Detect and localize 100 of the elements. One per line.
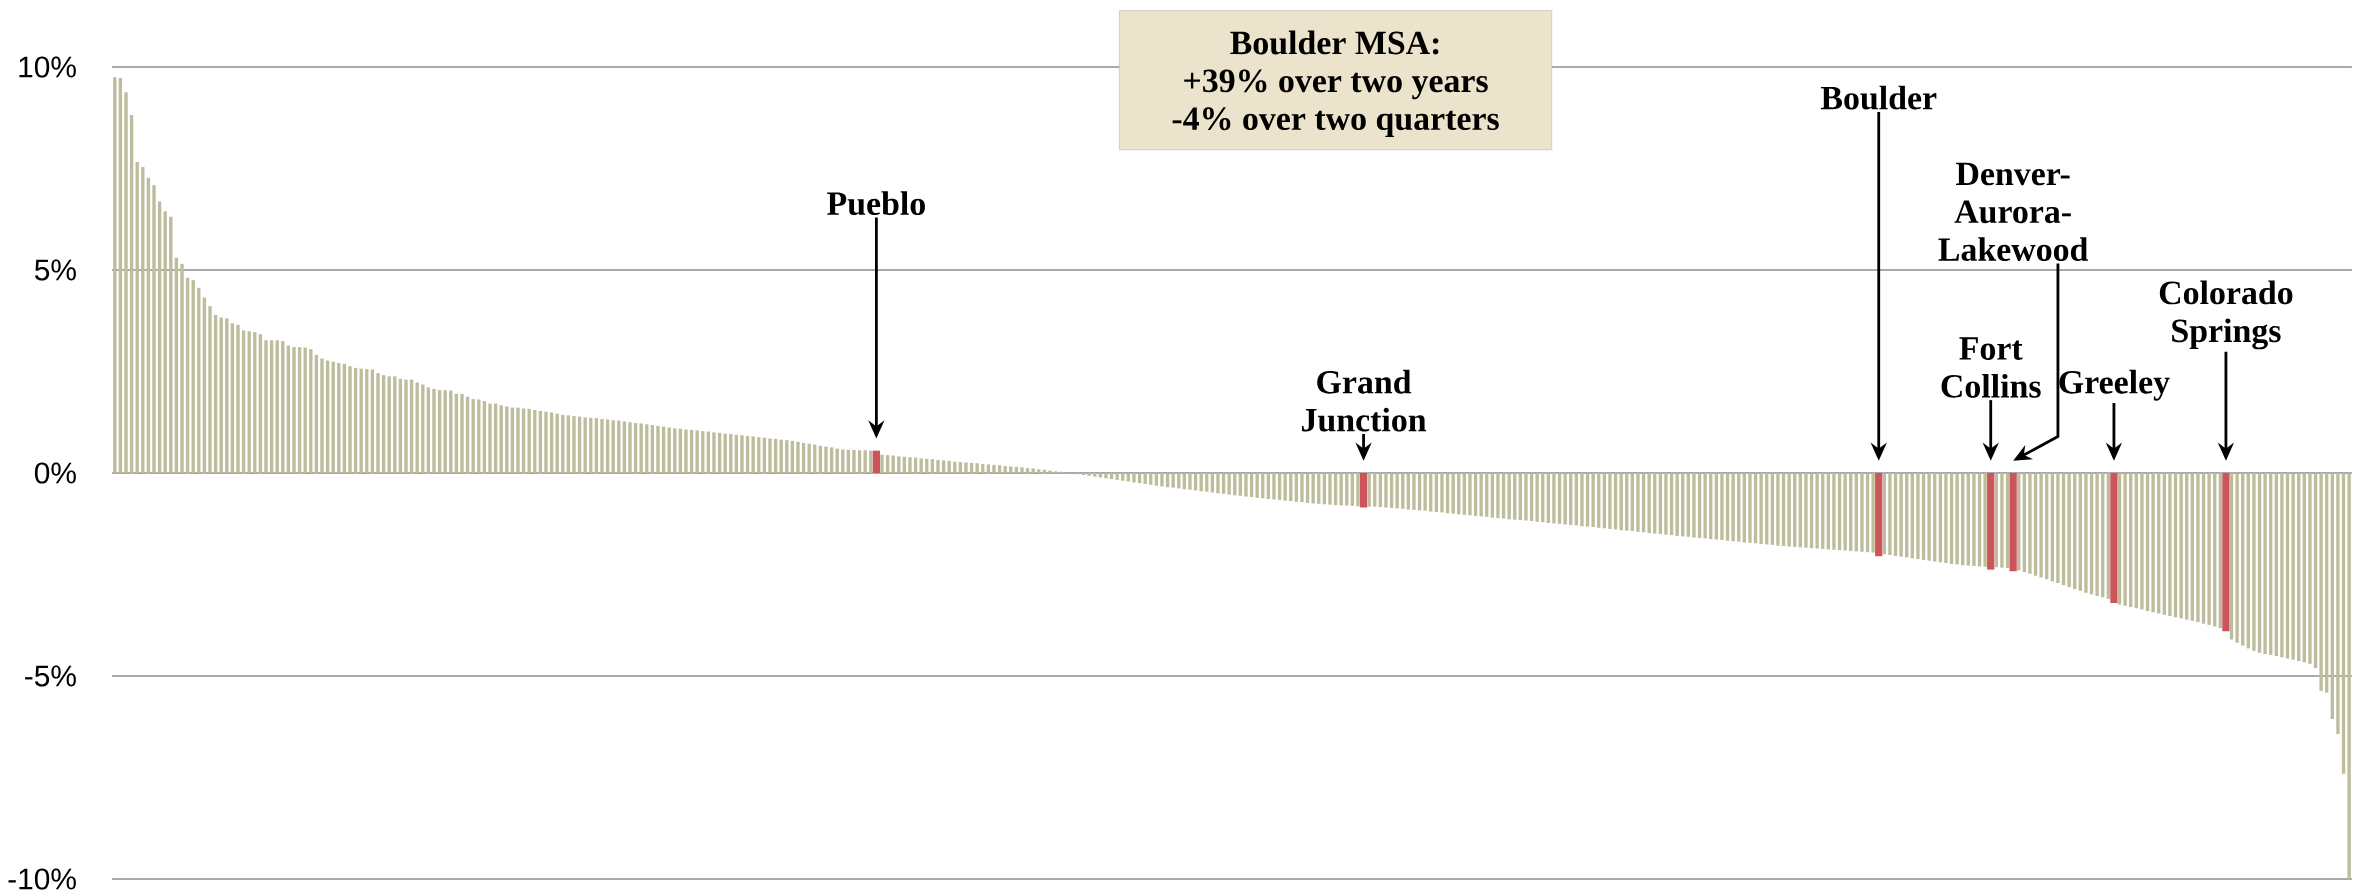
bar [1272, 473, 1276, 500]
bar [1221, 473, 1226, 494]
bar [1451, 473, 1455, 514]
bar [2084, 473, 2088, 593]
bar [701, 431, 705, 473]
bar [1507, 473, 1511, 520]
bar [1014, 466, 1019, 473]
bar [2000, 473, 2004, 568]
bar [2028, 473, 2032, 574]
bar [421, 384, 425, 473]
bar [1328, 473, 1332, 505]
bar [964, 462, 968, 473]
bar [1675, 473, 1679, 536]
annotation: -4% over two quarters [1172, 107, 1499, 137]
bar [740, 435, 744, 473]
bar [1126, 473, 1131, 482]
bar [404, 379, 408, 473]
bar [897, 456, 901, 473]
bar [656, 425, 660, 473]
bar [930, 459, 935, 473]
bar [1843, 473, 1847, 551]
bar [1406, 473, 1411, 510]
bar [1933, 473, 1937, 562]
bar [505, 406, 509, 473]
bar [1048, 470, 1052, 473]
bar [1468, 473, 1472, 516]
bar [1552, 473, 1556, 524]
bar [2207, 473, 2211, 625]
bar [1244, 473, 1248, 497]
bar [2263, 473, 2267, 655]
bar [2235, 473, 2239, 643]
bar [583, 417, 587, 473]
bar [572, 416, 576, 473]
bar [829, 447, 834, 473]
bar [857, 450, 862, 473]
bar [460, 393, 464, 473]
bar [370, 369, 375, 473]
bar [891, 455, 895, 473]
bar [880, 454, 884, 473]
bar [1580, 473, 1584, 527]
bar [1283, 473, 1287, 501]
text: Boulder MSA: [1230, 30, 1439, 55]
bar [1395, 473, 1399, 509]
bar [1944, 473, 1948, 564]
bar [152, 185, 156, 473]
bar [1619, 473, 1623, 531]
bar [645, 424, 649, 473]
x-tick-label: Boulder [1820, 85, 1937, 110]
bar [1513, 473, 1517, 520]
bar [2095, 473, 2099, 597]
bar [785, 440, 789, 473]
bar [1037, 469, 1041, 473]
bar [2201, 473, 2206, 624]
bar [1350, 473, 1355, 506]
bar [1339, 473, 1343, 506]
bar [1266, 473, 1271, 499]
bar [2285, 473, 2290, 659]
bar [2067, 473, 2071, 588]
bar [1871, 473, 1875, 553]
bar [387, 376, 391, 473]
y-tick-label: 0% [34, 462, 76, 484]
bar [992, 464, 996, 473]
bar [1373, 473, 1377, 507]
bar [1020, 467, 1024, 473]
bar [1647, 473, 1651, 534]
bar [1793, 473, 1797, 547]
bar [695, 430, 699, 473]
bar [1277, 473, 1282, 500]
bar [2319, 473, 2323, 692]
x-tick-label: Denver-Aurora-Lakewood [1938, 162, 2089, 262]
bar [947, 460, 951, 473]
bar [2123, 473, 2127, 606]
bar [437, 390, 442, 473]
x-tick-label: Greeley [2059, 369, 2170, 401]
bar [986, 464, 991, 473]
bar [1748, 473, 1752, 543]
y-tick-label: 10% [19, 56, 76, 78]
bar [1686, 473, 1691, 537]
bar [1025, 468, 1030, 473]
bar [2185, 473, 2189, 620]
bar [180, 263, 184, 473]
bar [824, 446, 828, 473]
y-tick-label: -5% [25, 665, 76, 687]
bar [124, 92, 128, 473]
bar [1776, 473, 1780, 546]
bar [684, 429, 688, 473]
bar [1188, 473, 1192, 490]
bar [1115, 473, 1119, 480]
bar [1832, 473, 1836, 550]
bar [1535, 473, 1539, 522]
bar [835, 448, 839, 473]
bar [1893, 473, 1898, 556]
bar [1899, 473, 1903, 557]
x-tick-label: Grand Junction [1302, 369, 1427, 432]
bar [2252, 473, 2256, 651]
bar [919, 458, 923, 473]
bar [2190, 473, 2195, 621]
bar [1160, 473, 1164, 487]
bar [1109, 473, 1114, 480]
bar [1031, 468, 1035, 473]
